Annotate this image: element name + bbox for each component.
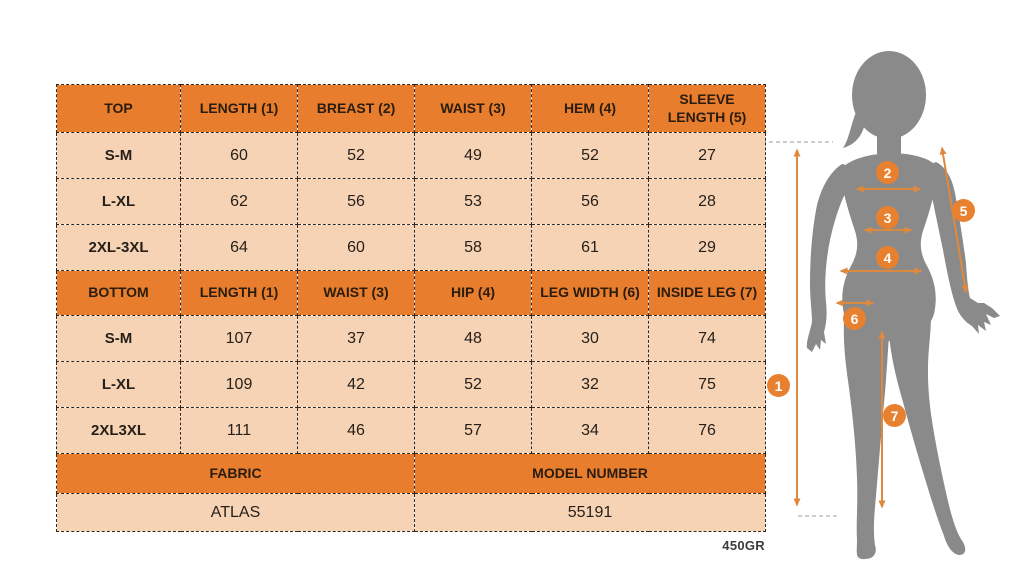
silhouette-left-arm: [806, 164, 850, 352]
col-header-sleeve-length: SLEEVE LENGTH (5): [648, 84, 766, 133]
cell-value: 32: [531, 361, 649, 408]
silhouette-hair-flick: [843, 112, 864, 148]
bottom-header-row: BOTTOM LENGTH (1) WAIST (3) HIP (4) LEG …: [56, 270, 766, 316]
col-header-breast: BREAST (2): [297, 84, 415, 133]
size-label: L-XL: [56, 361, 181, 408]
size-label: 2XL3XL: [56, 407, 181, 454]
silhouette-head: [852, 51, 926, 139]
size-label: L-XL: [56, 178, 181, 225]
table-row: L-XL 62 56 53 56 28: [56, 178, 766, 225]
top-header-row: TOP LENGTH (1) BREAST (2) WAIST (3) HEM …: [56, 84, 766, 133]
measurement-badge-3: 3: [876, 206, 899, 229]
cell-value: 56: [531, 178, 649, 225]
size-chart: TOP LENGTH (1) BREAST (2) WAIST (3) HEM …: [56, 84, 766, 532]
cell-value: 58: [414, 224, 532, 271]
measurement-arrows: [793, 146, 969, 509]
col-header-waist: WAIST (3): [297, 270, 415, 316]
measurement-badge-6: 6: [843, 307, 866, 330]
cell-value: 49: [414, 132, 532, 179]
cell-value: 37: [297, 315, 415, 362]
size-label: S-M: [56, 315, 181, 362]
cell-value: 76: [648, 407, 766, 454]
col-header-waist: WAIST (3): [414, 84, 532, 133]
cell-value: 74: [648, 315, 766, 362]
cell-value: 34: [531, 407, 649, 454]
cell-value: 60: [180, 132, 298, 179]
col-header-hem: HEM (4): [531, 84, 649, 133]
model-number-header: MODEL NUMBER: [414, 453, 766, 494]
cell-value: 42: [297, 361, 415, 408]
bottom-section-title: BOTTOM: [56, 270, 181, 316]
cell-value: 109: [180, 361, 298, 408]
cell-value: 48: [414, 315, 532, 362]
cell-value: 53: [414, 178, 532, 225]
measurement-badge-7: 7: [883, 404, 906, 427]
measurement-badge-4: 4: [876, 246, 899, 269]
cell-value: 60: [297, 224, 415, 271]
silhouette-left-leg: [843, 310, 889, 560]
cell-value: 52: [414, 361, 532, 408]
cell-value: 61: [531, 224, 649, 271]
cell-value: 52: [531, 132, 649, 179]
size-chart-table: TOP LENGTH (1) BREAST (2) WAIST (3) HEM …: [56, 84, 766, 532]
cell-value: 62: [180, 178, 298, 225]
col-header-leg-width: LEG WIDTH (6): [531, 270, 649, 316]
fabric-model-header-row: FABRIC MODEL NUMBER: [56, 453, 766, 494]
cell-value: 64: [180, 224, 298, 271]
col-header-hip: HIP (4): [414, 270, 532, 316]
size-label: 2XL-3XL: [56, 224, 181, 271]
top-section-title: TOP: [56, 84, 181, 133]
silhouette-right-arm: [928, 162, 1000, 334]
table-row: S-M 107 37 48 30 74: [56, 315, 766, 362]
cell-value: 28: [648, 178, 766, 225]
measurement-badge-5: 5: [952, 199, 975, 222]
cell-value: 46: [297, 407, 415, 454]
fabric-header: FABRIC: [56, 453, 415, 494]
cell-value: 27: [648, 132, 766, 179]
table-row: S-M 60 52 49 52 27: [56, 132, 766, 179]
cell-value: 29: [648, 224, 766, 271]
measurement-badge-2: 2: [876, 161, 899, 184]
reference-dashed-lines: [762, 141, 838, 517]
fabric-value: ATLAS: [56, 493, 415, 532]
silhouette-neck: [877, 118, 901, 154]
fabric-model-value-row: ATLAS 55191: [56, 493, 766, 532]
model-number-value: 55191: [414, 493, 766, 532]
table-row: L-XL 109 42 52 32 75: [56, 361, 766, 408]
cell-value: 57: [414, 407, 532, 454]
table-row: 2XL-3XL 64 60 58 61 29: [56, 224, 766, 271]
cell-value: 30: [531, 315, 649, 362]
col-header-length: LENGTH (1): [180, 270, 298, 316]
col-header-length: LENGTH (1): [180, 84, 298, 133]
cell-value: 56: [297, 178, 415, 225]
silhouette-right-leg: [889, 314, 966, 555]
size-label: S-M: [56, 132, 181, 179]
measurement-badge-1: 1: [767, 374, 790, 397]
woman-silhouette: [806, 51, 1000, 560]
table-row: 2XL3XL 111 46 57 34 76: [56, 407, 766, 454]
cell-value: 52: [297, 132, 415, 179]
col-header-inside-leg: INSIDE LEG (7): [648, 270, 766, 316]
cell-value: 111: [180, 407, 298, 454]
cell-value: 107: [180, 315, 298, 362]
weight-note: 450GR: [722, 538, 765, 553]
cell-value: 75: [648, 361, 766, 408]
